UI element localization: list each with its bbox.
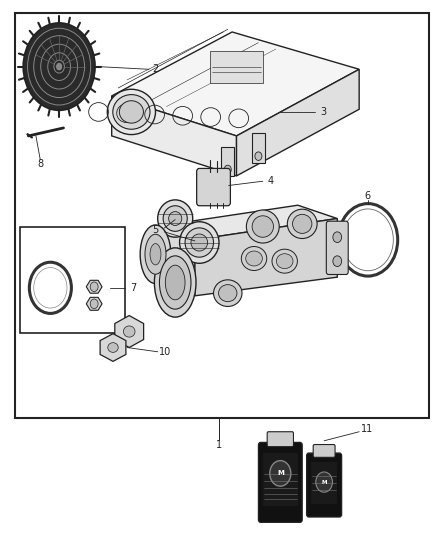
Ellipse shape bbox=[272, 249, 297, 273]
Ellipse shape bbox=[124, 326, 135, 337]
Circle shape bbox=[270, 461, 291, 486]
Text: 11: 11 bbox=[361, 424, 373, 434]
Text: M: M bbox=[321, 480, 327, 484]
Text: 10: 10 bbox=[159, 347, 172, 357]
Ellipse shape bbox=[140, 225, 171, 284]
Ellipse shape bbox=[241, 246, 267, 271]
Ellipse shape bbox=[154, 248, 196, 317]
Bar bbox=[20, 227, 125, 333]
FancyBboxPatch shape bbox=[197, 168, 230, 206]
Circle shape bbox=[316, 472, 332, 492]
Bar bbox=[252, 133, 265, 163]
Ellipse shape bbox=[214, 280, 242, 306]
Ellipse shape bbox=[246, 210, 279, 243]
Text: 8: 8 bbox=[37, 159, 43, 169]
Polygon shape bbox=[195, 219, 337, 296]
Ellipse shape bbox=[166, 265, 185, 300]
Polygon shape bbox=[112, 96, 237, 176]
Ellipse shape bbox=[252, 216, 273, 237]
FancyBboxPatch shape bbox=[313, 445, 335, 457]
FancyBboxPatch shape bbox=[326, 221, 348, 274]
Text: 4: 4 bbox=[267, 176, 273, 186]
Text: 6: 6 bbox=[365, 191, 371, 200]
Ellipse shape bbox=[119, 101, 143, 123]
Circle shape bbox=[333, 232, 342, 243]
Circle shape bbox=[224, 165, 231, 174]
Text: 2: 2 bbox=[152, 64, 159, 74]
Circle shape bbox=[90, 282, 98, 292]
Bar bbox=[15, 13, 429, 418]
Ellipse shape bbox=[293, 214, 312, 233]
Bar bbox=[263, 453, 298, 506]
Polygon shape bbox=[86, 297, 102, 310]
Ellipse shape bbox=[169, 212, 182, 225]
Polygon shape bbox=[115, 316, 144, 348]
Polygon shape bbox=[237, 69, 359, 176]
Text: 1: 1 bbox=[216, 440, 222, 450]
Circle shape bbox=[255, 152, 262, 160]
Circle shape bbox=[56, 62, 63, 71]
FancyBboxPatch shape bbox=[307, 453, 342, 517]
Ellipse shape bbox=[276, 254, 293, 269]
Ellipse shape bbox=[108, 343, 118, 352]
Polygon shape bbox=[155, 205, 337, 240]
Circle shape bbox=[90, 299, 98, 309]
Ellipse shape bbox=[145, 235, 166, 274]
Ellipse shape bbox=[159, 256, 191, 309]
Ellipse shape bbox=[246, 251, 262, 266]
Circle shape bbox=[333, 256, 342, 266]
Polygon shape bbox=[112, 32, 359, 136]
Ellipse shape bbox=[185, 228, 214, 257]
FancyBboxPatch shape bbox=[267, 432, 293, 447]
Ellipse shape bbox=[150, 244, 161, 265]
Ellipse shape bbox=[180, 222, 219, 263]
Ellipse shape bbox=[107, 90, 155, 134]
Text: 3: 3 bbox=[320, 107, 326, 117]
Text: M: M bbox=[277, 471, 284, 477]
Ellipse shape bbox=[158, 200, 193, 237]
Circle shape bbox=[23, 23, 95, 110]
Polygon shape bbox=[155, 227, 195, 296]
Ellipse shape bbox=[191, 234, 208, 251]
Bar bbox=[311, 462, 337, 504]
Polygon shape bbox=[86, 280, 102, 293]
Ellipse shape bbox=[219, 285, 237, 302]
FancyBboxPatch shape bbox=[258, 442, 302, 522]
Bar bbox=[210, 51, 263, 83]
Polygon shape bbox=[100, 334, 126, 361]
Ellipse shape bbox=[113, 95, 150, 130]
Text: 7: 7 bbox=[131, 283, 137, 293]
Ellipse shape bbox=[287, 209, 317, 239]
Bar bbox=[221, 147, 234, 176]
Text: 5: 5 bbox=[152, 225, 159, 235]
Ellipse shape bbox=[163, 206, 187, 231]
